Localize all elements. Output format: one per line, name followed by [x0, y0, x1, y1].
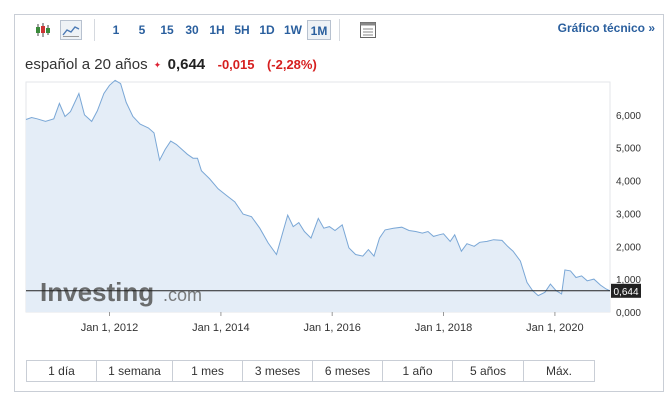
quote-header: español a 20 años ✦ 0,644 -0,015 (-2,28%): [25, 55, 317, 75]
x-tick-label: Jan 1, 2016: [303, 322, 361, 334]
timeframe-5[interactable]: 5: [138, 23, 146, 37]
watermark-word: Investing: [40, 277, 154, 307]
range-1-day[interactable]: 1 día: [27, 361, 97, 381]
range-1-week[interactable]: 1 semana: [97, 361, 173, 381]
watermark-suffix: .com: [163, 285, 202, 305]
x-tick-label: Jan 1, 2018: [415, 322, 473, 334]
y-tick-label: 5,000: [616, 144, 641, 155]
table-view-icon[interactable]: [358, 20, 380, 40]
range-max[interactable]: Máx.: [545, 364, 572, 378]
toolbar-separator: [339, 19, 340, 41]
last-value-label: 0,644: [613, 287, 638, 298]
last-price: 0,644: [167, 56, 206, 73]
line-chart-icon[interactable]: [60, 20, 82, 40]
price-change-percent: (-2,28%): [266, 57, 317, 72]
price-change: -0,015: [217, 57, 255, 72]
investing-watermark: Investing .com: [40, 277, 202, 307]
chart-toolbar: 1 5 15 30 1H 5H 1D 1W 1M Gráfico técnico…: [15, 15, 663, 47]
y-tick-label: 0,000: [616, 308, 641, 319]
x-tick-label: Jan 1, 2012: [81, 322, 139, 334]
timeframe-5h[interactable]: 5H: [234, 23, 250, 37]
timeframe-1m[interactable]: 1M: [307, 20, 331, 40]
timeframe-1[interactable]: 1: [112, 23, 120, 37]
timeframe-1h[interactable]: 1H: [209, 23, 225, 37]
price-area-fill: [26, 80, 610, 313]
x-tick-label: Jan 1, 2020: [526, 322, 584, 334]
price-line: [25, 79, 611, 297]
y-tick-label: 1,000: [616, 275, 641, 286]
range-5-years[interactable]: 5 años: [453, 361, 524, 381]
y-tick-label: 3,000: [616, 209, 641, 220]
x-tick-label: Jan 1, 2014: [192, 322, 250, 334]
y-tick-label: 2,000: [616, 242, 641, 253]
instrument-name: español a 20 años: [25, 56, 148, 73]
timeframe-15[interactable]: 15: [160, 23, 174, 37]
y-tick-label: 6,000: [616, 111, 641, 122]
toolbar-separator: [94, 19, 95, 41]
range-1-year[interactable]: 1 año: [383, 361, 453, 381]
range-1-month[interactable]: 1 mes: [173, 361, 243, 381]
alert-star-icon[interactable]: ✦: [153, 60, 162, 70]
range-6-months[interactable]: 6 meses: [313, 361, 383, 381]
range-3-months[interactable]: 3 meses: [243, 361, 313, 381]
timeframe-30[interactable]: 30: [185, 23, 199, 37]
timeframe-1d[interactable]: 1D: [259, 23, 275, 37]
y-tick-label: 4,000: [616, 177, 641, 188]
chart-widget: 1 5 15 30 1H 5H 1D 1W 1M Gráfico técnico…: [14, 14, 664, 392]
timeframe-1w[interactable]: 1W: [284, 23, 302, 37]
price-chart[interactable]: Investing .com 6,000 5,000 4,000 3,000 2,000…: [15, 15, 665, 345]
technical-chart-link[interactable]: Gráfico técnico »: [557, 21, 655, 35]
last-value-tag: [611, 283, 641, 298]
range-selector: 1 día 1 semana 1 mes 3 meses 6 meses 1 a…: [26, 360, 595, 382]
candlestick-chart-icon[interactable]: [32, 20, 54, 40]
